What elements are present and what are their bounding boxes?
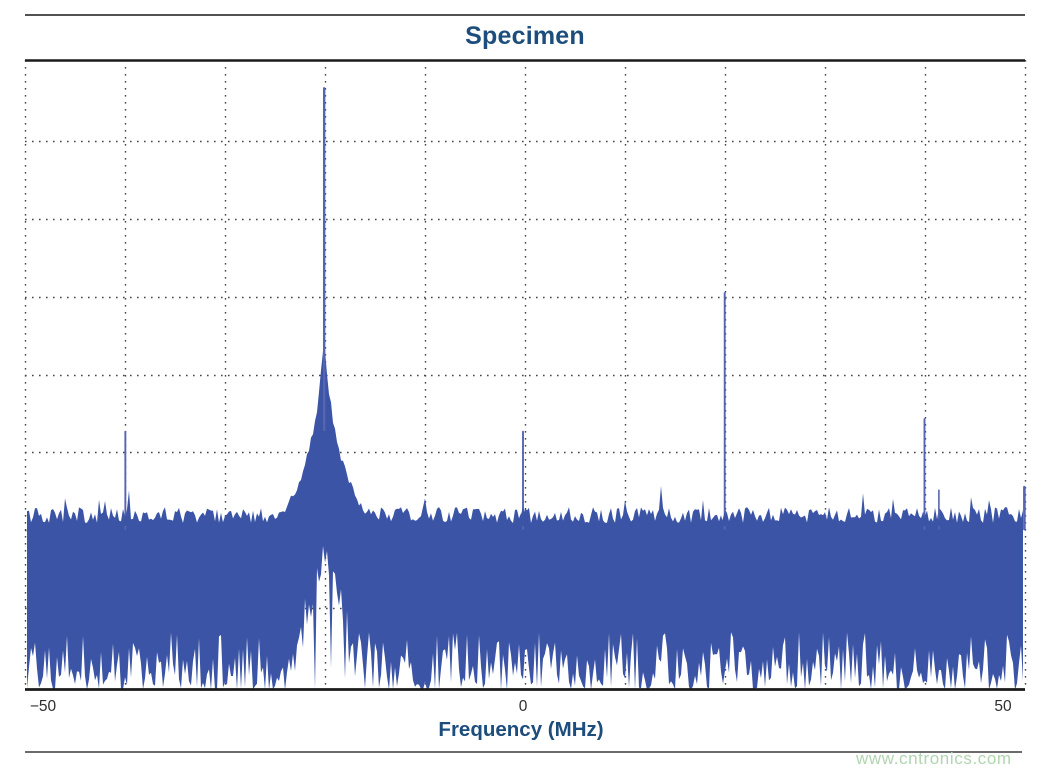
x-tick-label-pos50: 50 <box>994 698 1012 715</box>
x-tick-label-zero: 0 <box>518 698 528 715</box>
x-axis-label: Frequency (MHz) <box>438 718 604 741</box>
watermark-text: www.cntronics.com <box>856 749 1012 768</box>
chart-title: Specimen <box>465 22 585 50</box>
x-tick-label-neg50: −50 <box>29 698 57 715</box>
